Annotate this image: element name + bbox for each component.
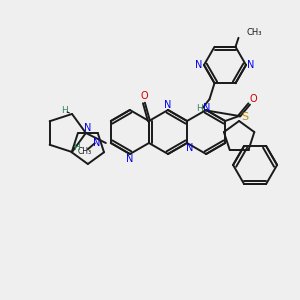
- Text: H: H: [61, 106, 68, 116]
- Text: H: H: [196, 104, 203, 113]
- Text: N: N: [247, 60, 255, 70]
- Text: N: N: [164, 100, 172, 110]
- Text: N: N: [93, 138, 100, 148]
- Text: H: H: [73, 143, 80, 152]
- Text: N: N: [84, 123, 92, 133]
- Text: N: N: [126, 154, 134, 164]
- Text: N: N: [203, 103, 210, 113]
- Text: CH₃: CH₃: [78, 147, 92, 156]
- Text: N: N: [186, 143, 194, 153]
- Text: O: O: [249, 94, 257, 104]
- Text: N: N: [195, 60, 203, 70]
- Text: S: S: [242, 112, 249, 122]
- Text: CH₃: CH₃: [247, 28, 262, 37]
- Text: O: O: [140, 91, 148, 101]
